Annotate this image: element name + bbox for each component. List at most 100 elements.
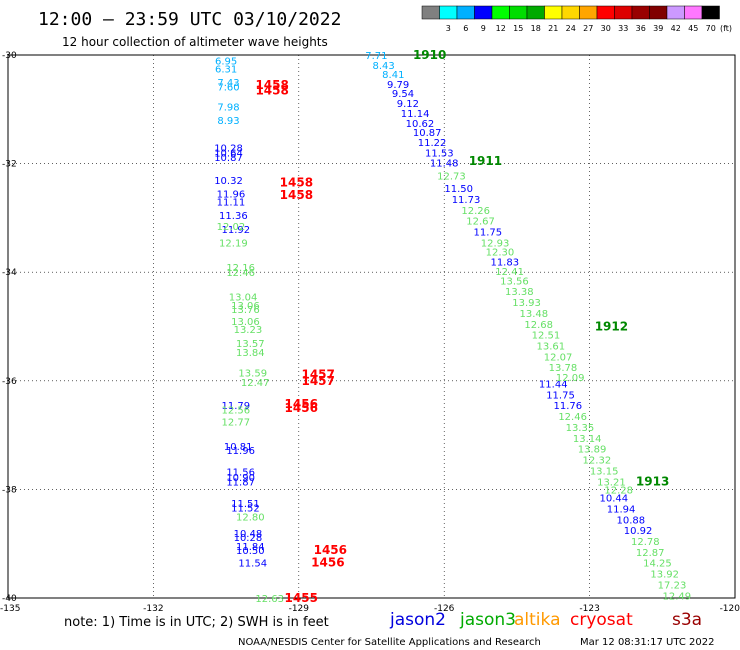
wave-height-point: 10.64	[214, 149, 243, 160]
wave-height-point: 11.76	[553, 401, 582, 412]
wave-height-point: 13.76	[231, 305, 260, 316]
y-tick-label: -38	[2, 485, 17, 495]
legend-swatch	[596, 5, 615, 20]
color-legend: 3 6 9 12 15 18 21 24 27 30 33 36 39 42 45 70 (ft)	[421, 5, 732, 33]
wave-height-point: 13.06	[231, 301, 260, 312]
wave-height-point: 12.09	[556, 373, 585, 384]
wave-height-point: 11.75	[546, 390, 575, 401]
pass-time-label: 1456	[314, 543, 347, 557]
legend-swatch	[649, 5, 668, 20]
wave-height-point: 13.21	[597, 477, 626, 488]
wave-height-point: 8.41	[382, 70, 404, 81]
wave-height-point: 11.83	[490, 257, 519, 268]
wave-height-point: 12.80	[236, 513, 265, 524]
wave-height-point: 12.26	[461, 206, 490, 217]
satellite-label: s3a	[672, 610, 702, 630]
wave-height-point: 13.48	[520, 309, 549, 320]
wave-height-point: 11.96	[226, 446, 255, 457]
wave-height-point: 11.52	[231, 503, 260, 514]
pass-time-label: 1458	[280, 176, 313, 190]
wave-height-point: 13.38	[505, 287, 534, 298]
wave-height-point: 12.49	[663, 591, 692, 602]
wave-height-point: 13.93	[512, 298, 541, 309]
legend-swatch	[526, 5, 545, 20]
legend-tick-label: 24	[566, 24, 576, 33]
wave-height-point: 13.78	[549, 363, 578, 374]
wave-height-point: 12.87	[636, 548, 665, 559]
wave-height-point: 13.59	[238, 369, 267, 380]
legend-tick-label: 15	[513, 24, 523, 33]
wave-height-point: 11.22	[418, 138, 447, 149]
wave-height-point: 13.23	[234, 325, 263, 336]
pass-time-label: 1455	[285, 591, 318, 605]
wave-height-point: 7.43	[217, 78, 239, 89]
pass-time-label: 1456	[285, 401, 318, 415]
wave-height-point: 11.79	[221, 401, 250, 412]
wave-height-point: 12.47	[241, 378, 270, 389]
legend-tick-label: 39	[653, 24, 663, 33]
wave-height-point: 12.63	[255, 594, 284, 605]
wave-height-point: 10.50	[236, 546, 265, 557]
wave-height-point: 11.51	[231, 499, 260, 510]
wave-height-point: 10.28	[234, 533, 263, 544]
x-tick-label: -123	[579, 604, 599, 614]
legend-tick-label: 27	[583, 24, 593, 33]
wave-height-point: 6.95	[215, 56, 237, 67]
pass-time-label: 1458	[280, 188, 313, 202]
wave-height-point: 13.61	[537, 342, 566, 353]
legend-tick-label: 21	[548, 24, 558, 33]
wave-height-point: 9.54	[392, 89, 414, 100]
legend-swatch	[631, 5, 650, 20]
legend-swatch	[509, 5, 528, 20]
wave-height-point: 13.35	[566, 423, 595, 434]
wave-height-point: 12.77	[221, 418, 250, 429]
wave-height-point: 11.48	[430, 159, 459, 170]
wave-height-point: 12.51	[532, 331, 561, 342]
wave-height-point: 12.78	[631, 537, 660, 548]
x-tick-label: -126	[434, 604, 455, 614]
wave-height-point: 10.48	[234, 529, 263, 540]
wave-height-point: 11.84	[236, 542, 265, 553]
wave-height-point: 12.32	[583, 456, 612, 467]
wave-height-point: 13.04	[229, 293, 258, 304]
chart-subtitle: 12 hour collection of altimeter wave hei…	[62, 35, 328, 49]
y-tick-label: -36	[2, 377, 17, 387]
satellite-label: cryosat	[570, 610, 633, 630]
legend-swatch	[561, 5, 580, 20]
satellite-label: jason2	[389, 610, 446, 630]
legend-swatch	[439, 5, 458, 20]
x-tick-label: -129	[289, 604, 310, 614]
wave-height-point: 8.43	[372, 61, 394, 72]
wave-height-point: 9.79	[387, 80, 409, 91]
wave-height-point: 12.46	[558, 412, 587, 423]
note-text: note: 1) Time is in UTC; 2) SWH is in fe…	[64, 615, 329, 630]
legend-tick-label: 45	[688, 24, 698, 33]
pass-time-label: 1456	[311, 556, 344, 570]
wave-height-point: 11.87	[226, 477, 255, 488]
wave-height-point: 10.28	[214, 143, 243, 154]
y-tick-label: -30	[2, 51, 17, 61]
wave-height-point: 13.84	[236, 348, 265, 359]
wave-height-point: 11.11	[217, 198, 246, 209]
footer-credit: NOAA/NESDIS Center for Satellite Applica…	[238, 637, 541, 648]
wave-height-point: 13.14	[573, 434, 602, 445]
wave-height-point: 8.93	[217, 116, 239, 127]
wave-height-point: 12.30	[486, 248, 515, 259]
legend-swatch	[701, 5, 720, 20]
legend-swatch	[456, 5, 475, 20]
x-tick-label: -135	[0, 604, 20, 614]
wave-height-point: 10.81	[224, 442, 253, 453]
pass-time-label: 1457	[301, 374, 334, 388]
time-labels: 1458145814581458145714571456145614561456…	[255, 48, 669, 605]
wave-height-point: 11.54	[238, 559, 267, 570]
legend-tick-label: 70	[706, 24, 716, 33]
wave-height-point: 11.56	[226, 467, 255, 478]
data-points: 6.956.317.437.607.988.9310.2810.6410.871…	[214, 51, 691, 605]
wave-height-point: 11.53	[425, 149, 454, 160]
wave-height-point: 12.93	[481, 238, 510, 249]
legend-swatch	[474, 5, 493, 20]
wave-height-point: 12.56	[221, 406, 250, 417]
y-tick-label: -34	[2, 268, 17, 278]
